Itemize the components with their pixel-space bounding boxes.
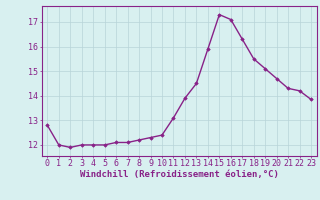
X-axis label: Windchill (Refroidissement éolien,°C): Windchill (Refroidissement éolien,°C) (80, 170, 279, 179)
